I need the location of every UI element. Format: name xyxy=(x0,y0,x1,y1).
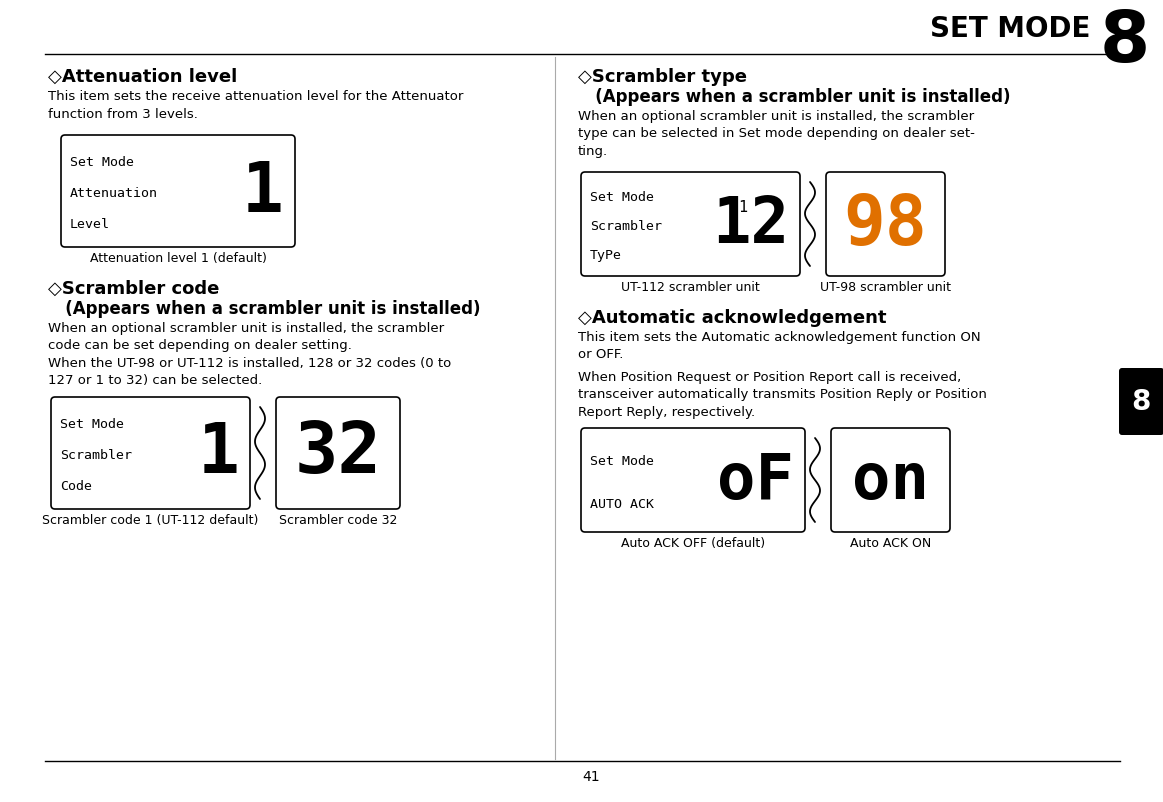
Text: 8: 8 xyxy=(1132,387,1150,415)
Text: 8: 8 xyxy=(1100,8,1150,77)
Text: Set Mode: Set Mode xyxy=(590,455,654,468)
Text: AUTO ACK: AUTO ACK xyxy=(590,497,654,511)
Text: Attenuation level 1 (default): Attenuation level 1 (default) xyxy=(90,252,266,265)
Text: Auto ACK OFF (default): Auto ACK OFF (default) xyxy=(621,537,765,549)
FancyBboxPatch shape xyxy=(582,428,805,533)
Text: Attenuation: Attenuation xyxy=(70,187,158,200)
Text: SET MODE: SET MODE xyxy=(930,15,1091,43)
FancyBboxPatch shape xyxy=(1119,369,1163,435)
FancyBboxPatch shape xyxy=(51,398,250,509)
Text: (Appears when a scrambler unit is installed): (Appears when a scrambler unit is instal… xyxy=(48,300,480,318)
Text: Code: Code xyxy=(60,480,92,492)
Text: Scrambler: Scrambler xyxy=(590,220,662,233)
Text: UT-112 scrambler unit: UT-112 scrambler unit xyxy=(621,281,759,294)
Text: Set Mode: Set Mode xyxy=(70,156,134,168)
Text: 12: 12 xyxy=(712,194,789,256)
FancyBboxPatch shape xyxy=(276,398,400,509)
Text: This item sets the Automatic acknowledgement function ON
or OFF.: This item sets the Automatic acknowledge… xyxy=(578,330,980,361)
Text: When an optional scrambler unit is installed, the scrambler
type can be selected: When an optional scrambler unit is insta… xyxy=(578,110,975,158)
Text: Scrambler: Scrambler xyxy=(60,448,131,461)
FancyBboxPatch shape xyxy=(832,428,950,533)
Text: oF: oF xyxy=(718,449,794,512)
Text: When an optional scrambler unit is installed, the scrambler
code can be set depe: When an optional scrambler unit is insta… xyxy=(48,322,451,387)
FancyBboxPatch shape xyxy=(826,172,946,277)
FancyBboxPatch shape xyxy=(60,136,295,248)
Text: ◇Automatic acknowledgement: ◇Automatic acknowledgement xyxy=(578,309,886,326)
Text: 32: 32 xyxy=(294,419,381,488)
Text: Auto ACK ON: Auto ACK ON xyxy=(850,537,932,549)
FancyBboxPatch shape xyxy=(582,172,800,277)
Text: UT-98 scrambler unit: UT-98 scrambler unit xyxy=(820,281,951,294)
Text: 1: 1 xyxy=(242,158,284,225)
Text: 98: 98 xyxy=(843,191,927,258)
Text: TyPe: TyPe xyxy=(590,249,622,261)
Text: 1: 1 xyxy=(197,420,240,487)
Text: Scrambler code 32: Scrambler code 32 xyxy=(279,513,398,526)
Text: 41: 41 xyxy=(582,769,600,783)
Text: on: on xyxy=(852,449,929,512)
Text: ◇Attenuation level: ◇Attenuation level xyxy=(48,68,237,86)
Text: 1: 1 xyxy=(739,199,747,214)
Text: Set Mode: Set Mode xyxy=(590,191,654,204)
Text: ◇Scrambler code: ◇Scrambler code xyxy=(48,280,220,298)
Text: Scrambler code 1 (UT-112 default): Scrambler code 1 (UT-112 default) xyxy=(42,513,258,526)
Text: (Appears when a scrambler unit is installed): (Appears when a scrambler unit is instal… xyxy=(578,88,1011,106)
Text: Set Mode: Set Mode xyxy=(60,417,124,430)
Text: ◇Scrambler type: ◇Scrambler type xyxy=(578,68,747,86)
Text: This item sets the receive attenuation level for the Attenuator
function from 3 : This item sets the receive attenuation l… xyxy=(48,90,463,120)
Text: When Position Request or Position Report call is received,
transceiver automatic: When Position Request or Position Report… xyxy=(578,371,987,419)
Text: Level: Level xyxy=(70,218,110,231)
